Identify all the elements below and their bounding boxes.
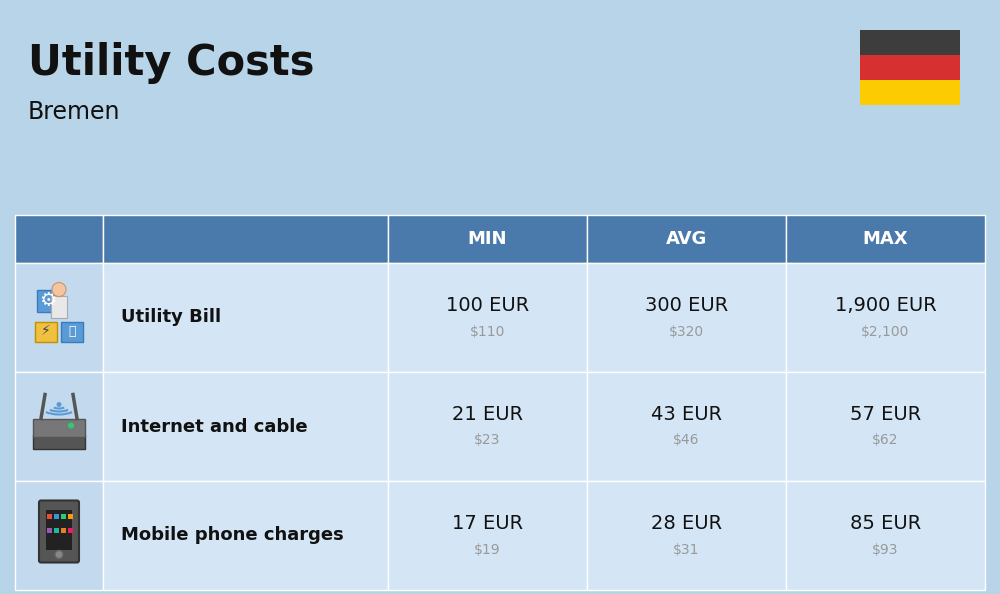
Bar [786,372,985,481]
Bar [587,372,786,481]
Bar [103,263,388,372]
Bar [33,419,85,437]
Text: 21 EUR: 21 EUR [452,405,523,424]
Text: MAX: MAX [863,230,908,248]
Bar [860,80,960,105]
Text: AVG: AVG [666,230,707,248]
Text: 🚰: 🚰 [68,325,76,338]
Bar [786,263,985,372]
Bar [47,513,52,519]
Bar [388,263,587,372]
Text: Utility Costs: Utility Costs [28,42,314,84]
Text: 1,900 EUR: 1,900 EUR [835,296,936,315]
Text: 100 EUR: 100 EUR [446,296,529,315]
Text: 28 EUR: 28 EUR [651,514,722,533]
Bar [860,30,960,55]
Bar [786,481,985,590]
Bar [15,263,103,372]
Bar [61,513,66,519]
Bar [15,372,103,481]
Text: ⚙: ⚙ [39,291,57,310]
Text: Internet and cable: Internet and cable [121,418,308,435]
Bar [860,55,960,80]
Text: $19: $19 [474,542,501,557]
Bar [15,481,103,590]
Circle shape [56,402,62,407]
Text: 17 EUR: 17 EUR [452,514,523,533]
Bar [68,527,73,532]
Text: MIN: MIN [468,230,507,248]
Text: $93: $93 [872,542,899,557]
Bar [103,215,388,263]
Text: Mobile phone charges: Mobile phone charges [121,526,344,545]
Text: $46: $46 [673,434,700,447]
Bar [786,215,985,263]
Bar [33,434,85,448]
Bar [61,527,66,532]
Bar [37,289,59,311]
Text: $62: $62 [872,434,899,447]
Bar [587,215,786,263]
Bar [388,481,587,590]
Text: $23: $23 [474,434,501,447]
Text: 43 EUR: 43 EUR [651,405,722,424]
Bar [103,481,388,590]
Bar [47,527,52,532]
Bar [51,295,67,318]
Text: $31: $31 [673,542,700,557]
Text: $110: $110 [470,324,505,339]
Bar [54,513,59,519]
Bar [587,263,786,372]
Circle shape [68,422,74,428]
FancyBboxPatch shape [39,501,79,563]
Text: ⚡: ⚡ [41,324,51,339]
Bar [61,321,83,342]
Bar [388,215,587,263]
Text: 57 EUR: 57 EUR [850,405,921,424]
Bar [103,372,388,481]
Bar [587,481,786,590]
Bar [15,215,103,263]
Text: 300 EUR: 300 EUR [645,296,728,315]
Bar [388,372,587,481]
Circle shape [52,283,66,296]
Bar [54,527,59,532]
Bar [46,510,72,549]
Text: Utility Bill: Utility Bill [121,308,221,327]
Circle shape [55,551,63,558]
Text: Bremen: Bremen [28,100,120,124]
Text: 85 EUR: 85 EUR [850,514,921,533]
Text: $2,100: $2,100 [861,324,910,339]
Bar [35,321,57,342]
Bar [68,513,73,519]
Text: $320: $320 [669,324,704,339]
